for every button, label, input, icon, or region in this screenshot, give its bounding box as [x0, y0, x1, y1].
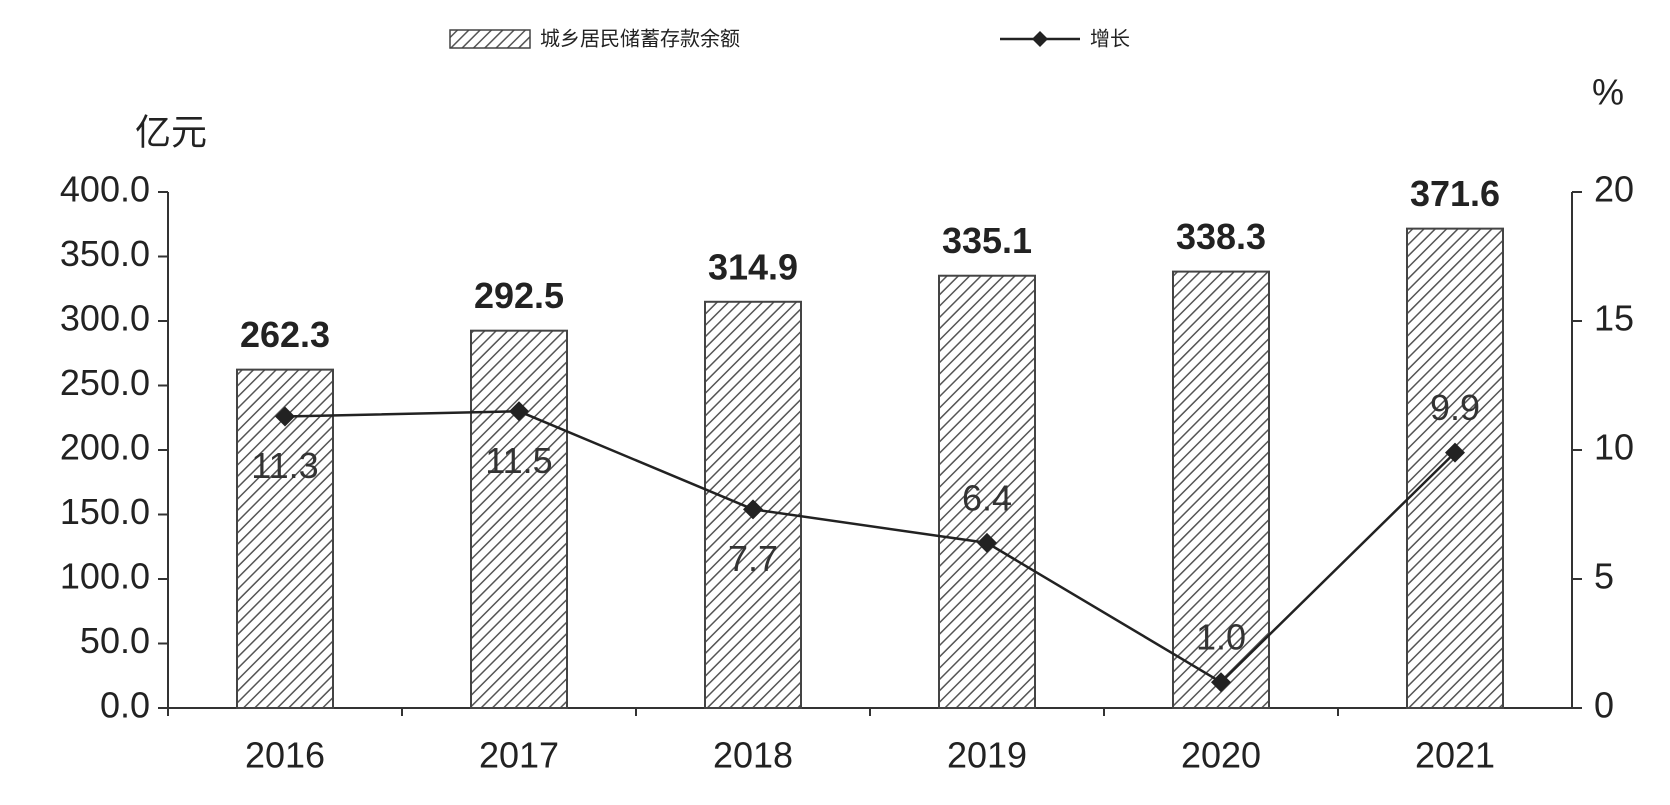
y-axis-label: 亿元	[135, 112, 207, 153]
y-tick-label: 350.0	[60, 233, 150, 274]
bar-value-label: 292.5	[474, 275, 564, 316]
legend-swatch	[449, 29, 531, 49]
bar-value-label: 335.1	[942, 220, 1032, 261]
line	[284, 410, 1456, 684]
line-value-label: 11.5	[485, 440, 552, 481]
line-value-label: 11.3	[251, 445, 318, 486]
y2-tick-label: 10	[1594, 427, 1634, 468]
y2-tick-label: 15	[1594, 298, 1634, 339]
y-tick-label: 100.0	[60, 556, 150, 597]
bar	[938, 274, 1036, 709]
x-tick-label: 2017	[479, 735, 559, 776]
y2-axis-label: %	[1592, 72, 1624, 113]
marker	[509, 401, 529, 422]
legend-label: 城乡居民储蓄存款余额	[540, 27, 740, 50]
marker	[275, 406, 295, 427]
y-tick-label: 50.0	[80, 620, 150, 661]
line-value-label: 1.0	[1196, 617, 1246, 658]
x-tick-label: 2021	[1415, 735, 1495, 776]
bar-value-label: 371.6	[1410, 173, 1500, 214]
bar-value-label: 262.3	[240, 314, 330, 355]
y-tick-label: 150.0	[60, 491, 150, 532]
y-tick-label: 200.0	[60, 427, 150, 468]
x-tick-label: 2019	[947, 735, 1027, 776]
line-value-label: 7.7	[728, 538, 778, 579]
line-value-label: 6.4	[962, 477, 1012, 518]
bar	[1406, 227, 1504, 710]
y2-tick-label: 5	[1594, 556, 1614, 597]
y-tick-label: 0.0	[100, 685, 150, 726]
bar-value-label: 314.9	[708, 246, 798, 287]
y2-tick-label: 0	[1594, 685, 1614, 726]
x-tick-label: 2016	[245, 735, 325, 776]
y-tick-label: 250.0	[60, 362, 150, 403]
y-tick-label: 400.0	[60, 169, 150, 210]
x-tick-label: 2020	[1181, 735, 1261, 776]
y-tick-label: 300.0	[60, 298, 150, 339]
marker	[977, 532, 997, 553]
marker	[1445, 442, 1465, 463]
marker	[743, 499, 763, 520]
x-tick-label: 2018	[713, 735, 793, 776]
legend-label: 增长	[1090, 27, 1130, 50]
bar	[1172, 270, 1270, 709]
marker	[1211, 672, 1231, 693]
legend-swatch	[1032, 31, 1048, 47]
bar	[470, 329, 568, 709]
bar-value-label: 338.3	[1176, 216, 1266, 257]
y2-tick-label: 20	[1594, 169, 1634, 210]
line-value-label: 9.9	[1430, 387, 1480, 428]
